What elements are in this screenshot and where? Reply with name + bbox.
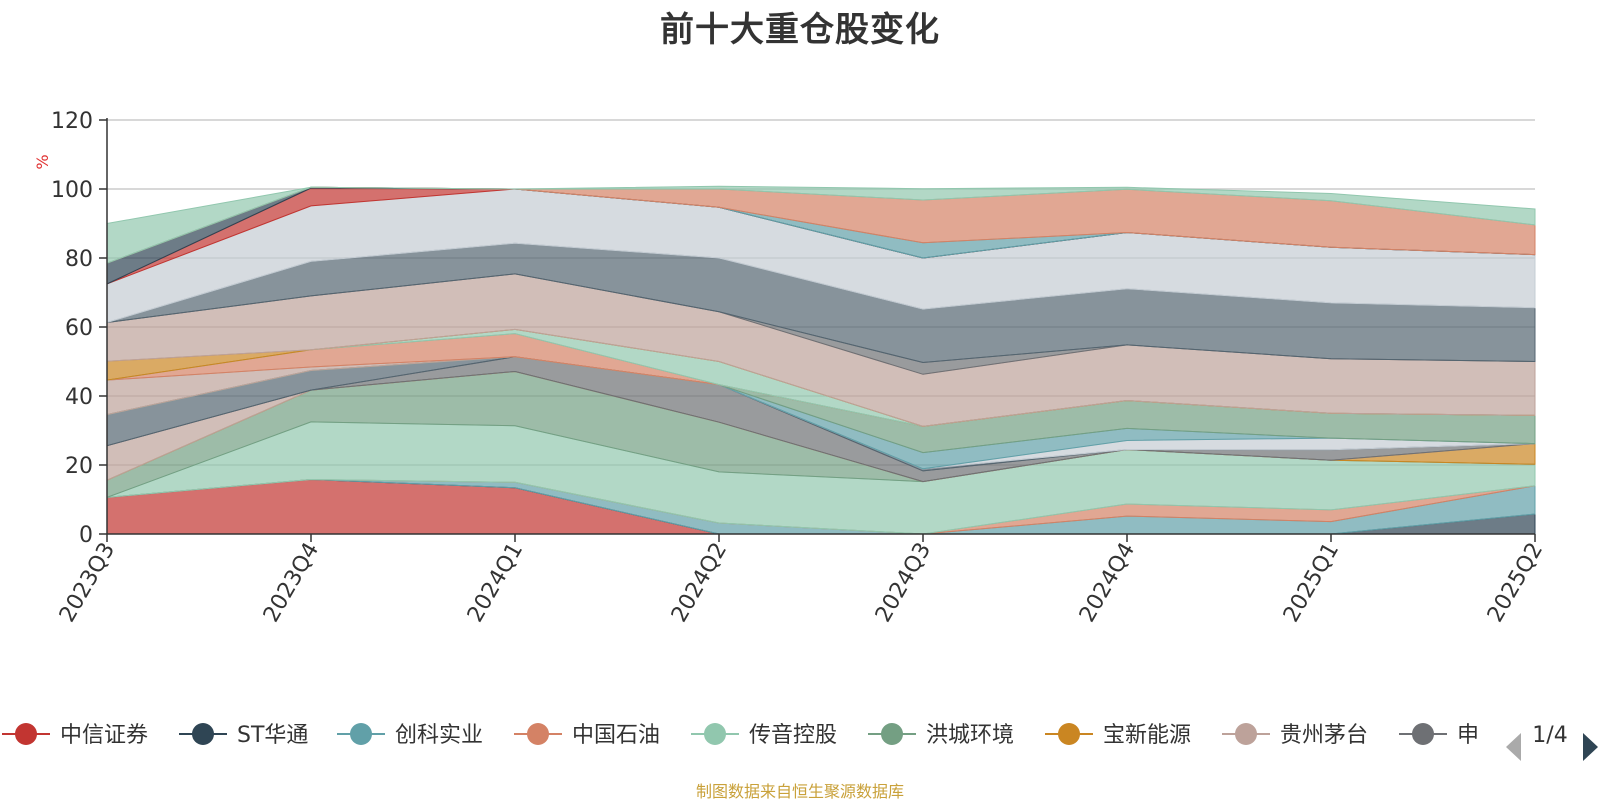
- legend-label: 申: [1457, 723, 1479, 748]
- y-tick-label: 120: [51, 109, 93, 134]
- legend-item[interactable]: 申: [1399, 723, 1479, 748]
- legend-item[interactable]: 中国石油: [514, 723, 660, 748]
- legend-label: 中国石油: [572, 723, 660, 748]
- y-axis-unit-label: %: [33, 154, 52, 169]
- legend-item[interactable]: 传音控股: [691, 723, 837, 748]
- legend-next-page-icon[interactable]: [1583, 733, 1598, 761]
- legend-label: 洪城环境: [926, 723, 1014, 748]
- legend-circle-icon: [1412, 723, 1434, 745]
- legend-label: 宝新能源: [1103, 723, 1191, 748]
- legend-item[interactable]: ST华通: [179, 723, 308, 748]
- legend-label: 中信证券: [60, 723, 148, 748]
- legend-pager: 1/4: [1506, 723, 1598, 761]
- legend-label: 创科实业: [395, 723, 483, 748]
- y-tick-label: 20: [65, 454, 93, 479]
- x-tick-label: 2024Q2: [667, 539, 732, 627]
- legend-item[interactable]: 贵州茅台: [1222, 723, 1368, 748]
- x-tick-label: 2024Q1: [463, 539, 528, 627]
- y-tick-label: 80: [65, 247, 93, 272]
- chart-title: 前十大重仓股变化: [660, 10, 940, 50]
- legend-circle-icon: [1235, 723, 1257, 745]
- x-tick-label: 2025Q2: [1483, 539, 1548, 627]
- y-tick-label: 40: [65, 385, 93, 410]
- legend-circle-icon: [527, 723, 549, 745]
- stacked-areas: [106, 185, 1536, 535]
- legend-item[interactable]: 创科实业: [337, 723, 483, 748]
- legend-circle-icon: [1058, 723, 1080, 745]
- y-tick-label: 0: [79, 523, 93, 548]
- legend-circle-icon: [350, 723, 372, 745]
- x-tick-label: 2025Q1: [1279, 539, 1344, 627]
- y-tick-label: 60: [65, 316, 93, 341]
- legend-label: ST华通: [237, 723, 308, 748]
- legend-circle-icon: [192, 723, 214, 745]
- legend-page-indicator: 1/4: [1532, 723, 1567, 748]
- legend-item[interactable]: 中信证券: [2, 723, 148, 748]
- x-tick-label: 2024Q4: [1075, 539, 1140, 627]
- legend-item[interactable]: 洪城环境: [868, 723, 1014, 748]
- legend-circle-icon: [881, 723, 903, 745]
- x-tick-label: 2024Q3: [871, 539, 936, 627]
- legend-label: 传音控股: [749, 723, 837, 748]
- legend-label: 贵州茅台: [1280, 723, 1368, 748]
- legend-circle-icon: [15, 723, 37, 745]
- area-series-26: [106, 185, 1536, 264]
- x-tick-label: 2023Q4: [259, 539, 324, 627]
- source-note: 制图数据来自恒生聚源数据库: [695, 782, 904, 801]
- legend-item[interactable]: 宝新能源: [1045, 723, 1191, 748]
- y-tick-label: 100: [51, 178, 93, 203]
- legend-circle-icon: [704, 723, 726, 745]
- x-tick-label: 2023Q3: [55, 539, 120, 627]
- legend-prev-page-icon[interactable]: [1506, 733, 1521, 761]
- legend: 中信证券 ST华通 创科实业 中国石油 传音控股 洪城环境 宝新能源 贵州茅台 申: [2, 723, 1479, 748]
